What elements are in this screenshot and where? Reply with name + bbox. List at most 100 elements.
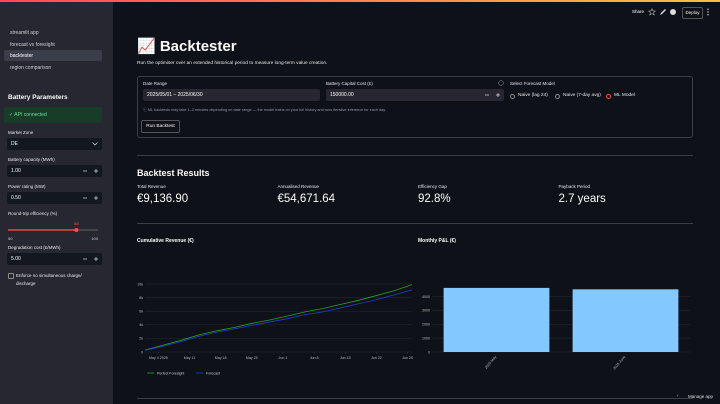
field-label: Battery Capital Cost (£) xyxy=(326,81,373,86)
share-button[interactable]: Share xyxy=(632,9,645,14)
radio xyxy=(555,93,561,99)
metric-value: 92.8% xyxy=(418,193,451,205)
x-tick-label: Jun 22 xyxy=(371,356,382,360)
y-tick-label: 0 xyxy=(141,350,143,354)
radio-label: Naive (lag 24) xyxy=(518,93,548,98)
field-label: Round-trip efficiency (%) xyxy=(8,211,58,216)
help-icon[interactable] xyxy=(498,80,504,86)
nav-item[interactable]: region comparison xyxy=(10,65,52,71)
metric-label: Total Revenue xyxy=(137,184,166,189)
y-tick-label: 4000 xyxy=(422,295,430,299)
metric-label: Efficiency Gap xyxy=(418,184,447,189)
x-tick-label: May 25 xyxy=(246,356,258,360)
chart-title: Monthly P&L (€) xyxy=(418,238,456,244)
section-title: Battery Parameters xyxy=(8,94,68,101)
x-tick-label: Jun 29 xyxy=(402,356,413,360)
y-tick-label: 4k xyxy=(139,323,143,327)
y-tick-label: 2k xyxy=(139,337,143,341)
divider xyxy=(137,155,693,156)
menu-icon[interactable] xyxy=(706,8,710,17)
x-tick-label: Jun 8 xyxy=(310,356,319,360)
metric-value: 2.7 years xyxy=(558,193,606,205)
field-label: Degradation cost (£/MWh) xyxy=(8,245,61,250)
x-tick-label: Jun 1 xyxy=(279,356,288,360)
line-series xyxy=(144,284,413,351)
number-input[interactable]: 0.50 xyxy=(7,192,102,204)
radio-label: Naive (7-day avg) xyxy=(563,93,601,98)
input-value: 2025/05/01 – 2025/06/30 xyxy=(147,92,203,98)
nav-selected-bg xyxy=(4,50,102,61)
y-tick-label: 1000 xyxy=(422,336,430,340)
x-tick-label: May 4 2025 xyxy=(149,356,168,360)
status-box: ✓ API connected xyxy=(4,107,102,123)
y-tick-label: 0 xyxy=(428,350,430,354)
metric-value: €9,136.90 xyxy=(137,193,189,205)
manage-arrow: ‹ xyxy=(677,393,679,398)
legend-label: Forecast xyxy=(206,371,220,375)
x-tick-label: May 18 xyxy=(215,356,227,360)
manage-app[interactable]: Manage app xyxy=(688,394,714,399)
form-card xyxy=(137,76,693,138)
input-value: 5.00 xyxy=(11,256,21,262)
chart-title: Cumulative Revenue (€) xyxy=(137,238,194,244)
header-icons xyxy=(648,8,676,16)
top-bar-decoration xyxy=(0,0,720,2)
stepper[interactable] xyxy=(80,165,102,177)
field-label: Power rating (MW) xyxy=(8,184,46,189)
bar xyxy=(572,289,679,352)
radio-label: ML Model xyxy=(614,93,635,98)
bar xyxy=(443,287,550,352)
x-tick-label: 2025 May xyxy=(484,355,497,370)
field-label: Market Zone xyxy=(8,130,34,135)
metric-label: Payback Period xyxy=(558,184,591,189)
results-title: Backtest Results xyxy=(137,168,210,178)
select-value: DE xyxy=(11,141,18,147)
y-tick-label: 3000 xyxy=(422,309,430,313)
field-label: Select Forecast Model xyxy=(510,81,555,86)
sidebar: streamlit app forecast vs foresight back… xyxy=(0,2,113,404)
checkbox[interactable] xyxy=(8,273,14,279)
y-tick-label: 6k xyxy=(139,310,143,314)
x-tick-label: May 11 xyxy=(184,356,196,360)
y-tick-label: 8k xyxy=(139,296,143,300)
input-value: 1.00 xyxy=(11,168,21,174)
field-label: Battery capacity (MWh) xyxy=(8,157,55,162)
slider-min: 50 xyxy=(8,236,13,241)
slider-thumb xyxy=(74,228,79,232)
select[interactable]: DE xyxy=(7,138,102,150)
x-tick-label: 2025 June xyxy=(612,355,626,370)
divider xyxy=(137,223,693,224)
nav-item[interactable]: forecast vs foresight xyxy=(10,42,55,48)
field-label: Date Range xyxy=(143,81,168,86)
radio xyxy=(510,93,516,99)
number-input[interactable]: 150000.00 xyxy=(326,89,504,101)
legend-label: Perfect Foresight xyxy=(157,371,184,375)
line-series xyxy=(144,289,413,351)
stepper[interactable] xyxy=(80,253,102,265)
info-text: ⓘ ML backtests may take 1–2 minutes depe… xyxy=(143,108,386,112)
slider[interactable]: 88 50 100 xyxy=(0,218,113,244)
deploy-button[interactable]: Deploy xyxy=(682,7,703,19)
page-title: 📈 Backtester xyxy=(137,38,237,55)
subtitle: Run the optimiser over an extended histo… xyxy=(137,61,328,66)
y-tick-label: 2000 xyxy=(422,323,430,327)
slider-value: 88 xyxy=(74,221,79,226)
checkbox-label: Enforce no simultaneous charge/ discharg… xyxy=(16,273,82,286)
stepper[interactable] xyxy=(80,192,102,204)
number-input[interactable]: 5.00 xyxy=(7,253,102,265)
x-tick-label: Jun 15 xyxy=(340,356,351,360)
nav-item[interactable]: streamlit app xyxy=(10,30,39,36)
radio xyxy=(606,93,612,99)
metric-value: €54,671.64 xyxy=(277,193,336,205)
slider-max: 100 xyxy=(91,236,98,241)
nav-item[interactable]: backtester xyxy=(10,53,34,59)
chevron xyxy=(92,142,98,146)
date-input[interactable]: 2025/05/01 – 2025/06/30 xyxy=(143,89,320,101)
metric-label: Annualised Revenue xyxy=(277,184,320,189)
run-button[interactable]: Run Backtest xyxy=(141,120,180,133)
stepper[interactable] xyxy=(482,89,504,101)
y-tick-label: 10k xyxy=(137,282,143,286)
number-input[interactable]: 1.00 xyxy=(7,165,102,177)
divider xyxy=(137,398,693,399)
